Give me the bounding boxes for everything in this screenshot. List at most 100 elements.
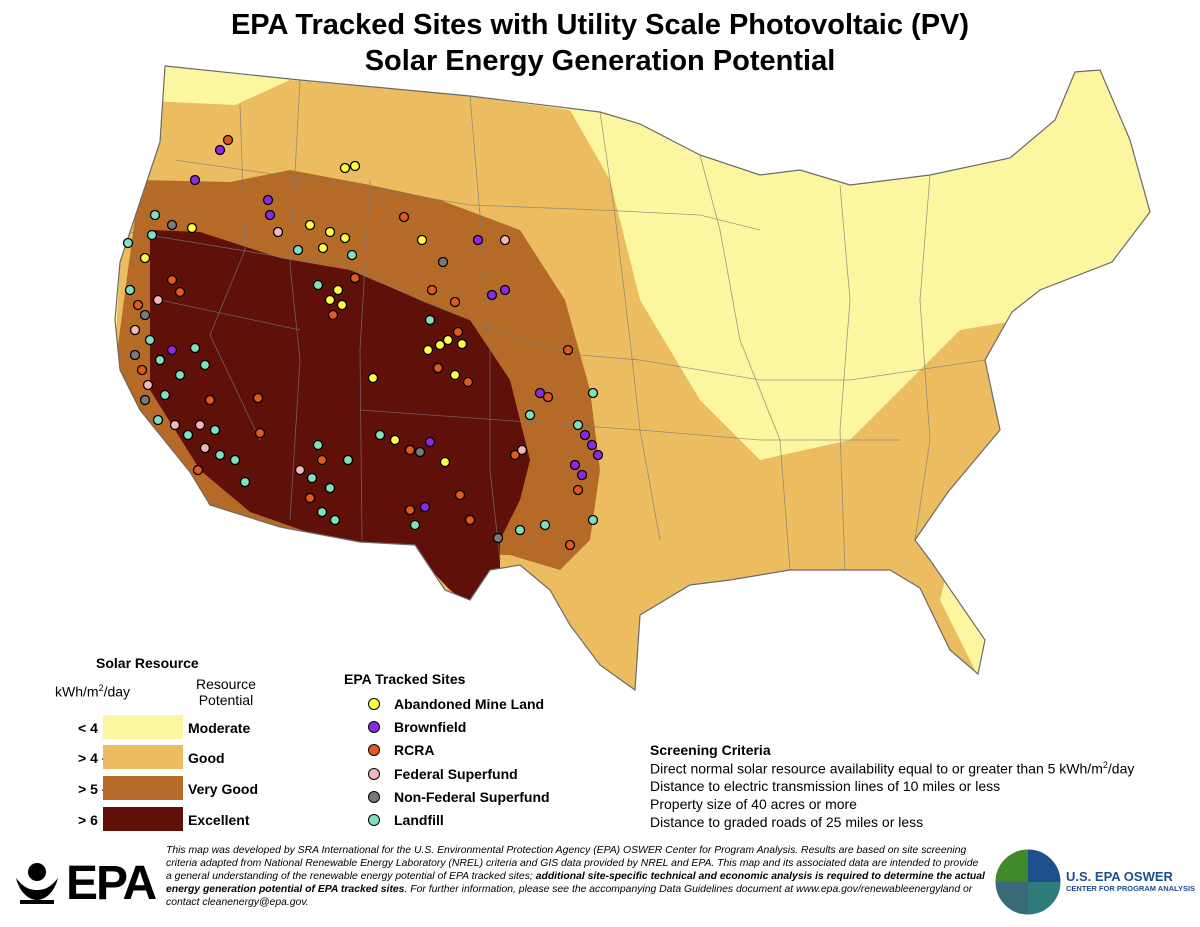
site-marker-non-federal-superfund [139,394,151,406]
site-marker-abandoned-mine [416,234,428,246]
federal-superfund-dot [368,768,380,780]
site-marker-rcra [327,309,339,321]
site-marker-federal-superfund [152,294,164,306]
site-marker-federal-superfund [129,324,141,336]
site-marker-brownfield [576,469,588,481]
site-marker-landfill [154,354,166,366]
site-marker-landfill [189,342,201,354]
map-title-line1: EPA Tracked Sites with Utility Scale Pho… [230,9,970,41]
site-marker-rcra [192,464,204,476]
site-marker-rcra [542,391,554,403]
site-marker-landfill [152,414,164,426]
site-marker-brownfield [214,144,226,156]
site-marker-non-federal-superfund [139,309,151,321]
site-marker-abandoned-mine [349,160,361,172]
site-marker-brownfield [262,194,274,206]
site-marker-landfill [209,424,221,436]
site-marker-rcra [449,296,461,308]
site-marker-landfill [342,454,354,466]
sites-legend-rcra: RCRA [368,742,434,758]
site-marker-non-federal-superfund [166,219,178,231]
site-marker-landfill [374,429,386,441]
sites-legend-federal-superfund: Federal Superfund [368,766,518,782]
site-marker-landfill [144,334,156,346]
site-marker-federal-superfund [499,234,511,246]
site-marker-rcra [349,272,361,284]
site-marker-rcra [252,392,264,404]
site-marker-abandoned-mine [304,219,316,231]
solar-resource-zones [115,66,1150,690]
site-marker-rcra [404,504,416,516]
rcra-dot [368,744,380,756]
criteria-line-1: Direct normal solar resource availabilit… [650,760,1135,777]
site-marker-brownfield [592,449,604,461]
site-marker-landfill [572,419,584,431]
site-marker-landfill [146,229,158,241]
criteria-line-3: Property size of 40 acres or more [650,796,857,812]
site-marker-non-federal-superfund [129,349,141,361]
site-marker-abandoned-mine [389,434,401,446]
site-marker-rcra [464,514,476,526]
site-marker-abandoned-mine [336,299,348,311]
legend-label-good: Good [188,750,225,766]
site-marker-federal-superfund [199,442,211,454]
us-solar-map [114,65,1151,691]
legend-label-very-good: Very Good [188,781,259,797]
criteria-line-4: Distance to graded roads of 25 miles or … [650,814,924,830]
site-marker-federal-superfund [516,444,528,456]
site-marker-brownfield [189,174,201,186]
legend-range-moderate: < 4 [78,720,98,736]
site-marker-abandoned-mine [339,232,351,244]
site-marker-rcra [222,134,234,146]
brownfield-dot [368,721,380,733]
site-marker-brownfield [534,387,546,399]
criteria-line-2: Distance to electric transmission lines … [650,778,1001,794]
site-markers [122,134,604,551]
site-marker-landfill [199,359,211,371]
legend-swatch-moderate [103,715,183,739]
map-title-line2: Solar Energy Generation Potential [364,45,836,77]
site-marker-federal-superfund [294,464,306,476]
site-marker-landfill [524,409,536,421]
site-marker-landfill [514,524,526,536]
site-marker-brownfield [579,429,591,441]
site-marker-rcra [572,484,584,496]
site-marker-brownfield [499,284,511,296]
epa-flower-icon [16,863,58,904]
site-marker-rcra [454,489,466,501]
non-federal-superfund-dot [368,791,380,803]
site-marker-landfill [346,249,358,261]
site-marker-landfill [409,519,421,531]
site-marker-landfill [587,514,599,526]
site-marker-brownfield [166,344,178,356]
site-marker-abandoned-mine [324,294,336,306]
site-marker-abandoned-mine [139,252,151,264]
site-marker-abandoned-mine [332,284,344,296]
site-marker-rcra [254,427,266,439]
site-marker-rcra [404,444,416,456]
site-marker-brownfield [264,209,276,221]
site-marker-rcra [426,284,438,296]
site-marker-abandoned-mine [449,369,461,381]
legend-label-moderate: Moderate [188,720,251,736]
resource-potential-heading: Resource Potential [196,676,256,708]
site-marker-brownfield [424,436,436,448]
site-marker-rcra [509,449,521,461]
site-marker-landfill [306,472,318,484]
state-borders [129,79,986,571]
sites-legend-heading: EPA Tracked Sites [344,671,466,687]
abandoned-mine-dot [368,698,380,710]
zone-excellent [150,230,530,605]
solar-resource-heading: Solar Resource [96,655,199,671]
site-marker-landfill [329,514,341,526]
site-marker-landfill [316,506,328,518]
site-marker-brownfield [419,501,431,513]
site-marker-landfill [312,439,324,451]
site-marker-abandoned-mine [442,334,454,346]
site-marker-abandoned-mine [339,162,351,174]
site-marker-landfill [174,369,186,381]
site-marker-landfill [182,429,194,441]
site-marker-landfill [239,476,251,488]
site-marker-rcra [398,211,410,223]
site-marker-rcra [136,364,148,376]
